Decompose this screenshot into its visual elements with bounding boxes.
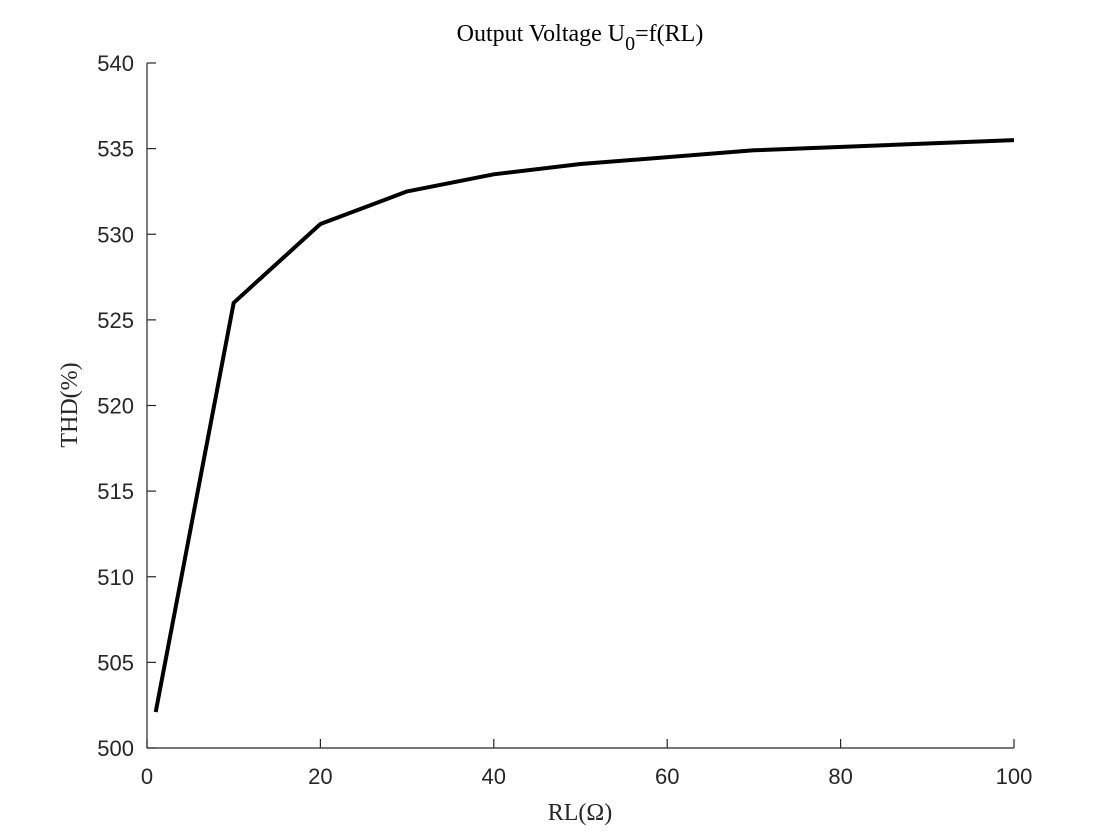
y-tick-label: 540: [97, 51, 134, 76]
x-tick-label: 0: [141, 764, 153, 789]
y-tick-label: 500: [97, 736, 134, 761]
chart-title-subscript: 0: [625, 33, 635, 55]
y-tick-label: 510: [97, 565, 134, 590]
y-tick-label: 535: [97, 137, 134, 162]
y-tick-label: 525: [97, 308, 134, 333]
x-tick-label: 60: [655, 764, 679, 789]
x-tick-label: 20: [308, 764, 332, 789]
y-axis-ticks: 500 505 510 515 520 525 530 535 540: [97, 51, 156, 761]
x-tick-label: 100: [996, 764, 1033, 789]
series-group: [153, 138, 1015, 713]
x-tick-label: 40: [482, 764, 506, 789]
x-axis-title: RL(Ω): [548, 800, 613, 826]
x-tick-label: 80: [828, 764, 852, 789]
series-line: [153, 138, 1015, 713]
chart-title-prefix: Output Voltage U: [457, 21, 625, 47]
y-axis-title: THD(%): [57, 362, 83, 447]
y-tick-label: 520: [97, 394, 134, 419]
y-tick-label: 515: [97, 479, 134, 504]
y-tick-label: 530: [97, 222, 134, 247]
chart-title-suffix: =f(RL): [635, 21, 703, 47]
chart-title: Output Voltage U0=f(RL): [457, 21, 704, 55]
y-tick-label: 505: [97, 650, 134, 675]
x-axis-ticks: 0 20 40 60 80 100: [141, 739, 1032, 789]
